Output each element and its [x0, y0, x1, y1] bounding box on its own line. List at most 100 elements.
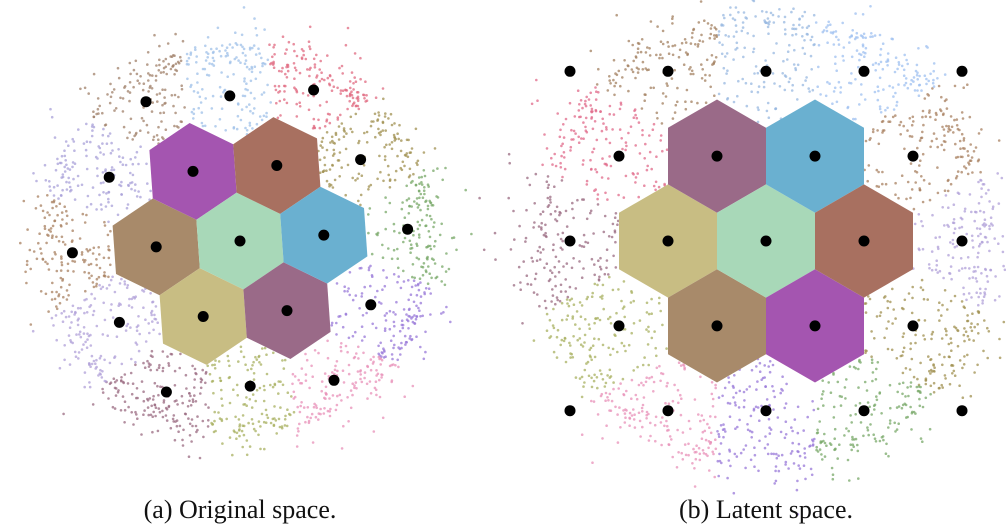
scatter-point	[199, 101, 203, 104]
scatter-point	[926, 298, 929, 301]
scatter-point	[175, 419, 179, 422]
scatter-point	[806, 415, 809, 419]
scatter-point	[313, 402, 316, 406]
scatter-point	[661, 42, 665, 46]
scatter-point	[134, 59, 138, 63]
scatter-point	[343, 285, 347, 289]
scatter-point	[597, 337, 601, 341]
scatter-point	[749, 414, 753, 418]
scatter-point	[621, 76, 624, 79]
scatter-point	[56, 213, 59, 217]
scatter-point	[372, 430, 376, 433]
scatter-point	[566, 295, 570, 299]
scatter-point	[38, 232, 41, 235]
scatter-point	[550, 271, 554, 275]
scatter-point	[416, 220, 420, 224]
scatter-point	[293, 77, 296, 80]
scatter-point	[396, 247, 399, 251]
scatter-point	[579, 99, 583, 102]
scatter-point	[873, 34, 877, 37]
scatter-point	[417, 189, 421, 193]
scatter-point	[803, 52, 807, 55]
scatter-point	[224, 129, 227, 132]
scatter-point	[941, 113, 945, 117]
scatter-point	[422, 169, 426, 172]
scatter-point	[750, 436, 753, 439]
scatter-point	[733, 374, 736, 377]
scatter-point	[967, 292, 971, 295]
scatter-point	[219, 54, 223, 58]
scatter-point	[320, 140, 324, 143]
scatter-point	[802, 464, 806, 468]
scatter-point	[422, 357, 426, 361]
scatter-point	[239, 345, 243, 349]
scatter-point	[60, 235, 64, 239]
scatter-point	[265, 413, 269, 417]
scatter-point	[676, 100, 679, 104]
scatter-point	[207, 406, 210, 409]
scatter-point	[765, 398, 769, 401]
scatter-point	[784, 460, 788, 464]
scatter-point	[82, 343, 85, 346]
centroid	[187, 165, 199, 177]
scatter-point	[83, 86, 87, 90]
scatter-point	[248, 398, 252, 401]
scatter-point	[679, 393, 682, 397]
scatter-point	[622, 280, 626, 283]
scatter-point	[989, 268, 993, 272]
scatter-point	[286, 391, 290, 395]
scatter-point	[866, 179, 869, 183]
scatter-point	[673, 383, 676, 387]
scatter-point	[425, 213, 429, 217]
scatter-point	[817, 65, 820, 69]
scatter-point	[320, 77, 324, 81]
scatter-point	[326, 76, 330, 80]
scatter-point	[553, 265, 556, 269]
scatter-point	[161, 366, 165, 370]
scatter-point	[31, 329, 35, 333]
scatter-point	[358, 307, 361, 310]
scatter-point	[685, 88, 689, 92]
scatter-point	[726, 69, 729, 72]
scatter-point	[610, 235, 614, 239]
scatter-point	[241, 51, 245, 55]
scatter-point	[397, 266, 400, 270]
scatter-point	[220, 388, 223, 392]
scatter-point	[801, 83, 805, 87]
scatter-point	[905, 416, 908, 419]
scatter-point	[914, 69, 918, 73]
scatter-point	[540, 221, 543, 225]
scatter-point	[161, 350, 165, 353]
scatter-point	[732, 100, 736, 104]
scatter-point	[175, 69, 179, 73]
scatter-point	[564, 278, 567, 281]
scatter-point	[420, 265, 423, 269]
scatter-point	[433, 245, 436, 248]
scatter-point	[46, 211, 49, 214]
scatter-point	[178, 366, 181, 370]
scatter-point	[291, 372, 295, 376]
scatter-point	[947, 355, 951, 359]
scatter-point	[406, 155, 410, 159]
scatter-point	[803, 447, 806, 450]
scatter-point	[760, 378, 763, 382]
scatter-point	[701, 430, 705, 434]
scatter-point	[890, 37, 893, 41]
scatter-point	[878, 439, 882, 443]
scatter-point	[537, 225, 541, 228]
scatter-point	[152, 328, 155, 332]
scatter-point	[935, 264, 939, 267]
scatter-point	[121, 97, 125, 100]
scatter-point	[387, 173, 391, 177]
scatter-point	[70, 321, 73, 324]
scatter-point	[76, 323, 80, 327]
scatter-point	[416, 163, 419, 167]
scatter-point	[578, 327, 581, 331]
scatter-point	[64, 315, 68, 319]
scatter-point	[392, 248, 396, 252]
scatter-point	[970, 329, 974, 333]
scatter-point	[911, 296, 914, 300]
scatter-point	[164, 101, 167, 105]
scatter-point	[71, 239, 74, 242]
scatter-point	[865, 389, 869, 392]
